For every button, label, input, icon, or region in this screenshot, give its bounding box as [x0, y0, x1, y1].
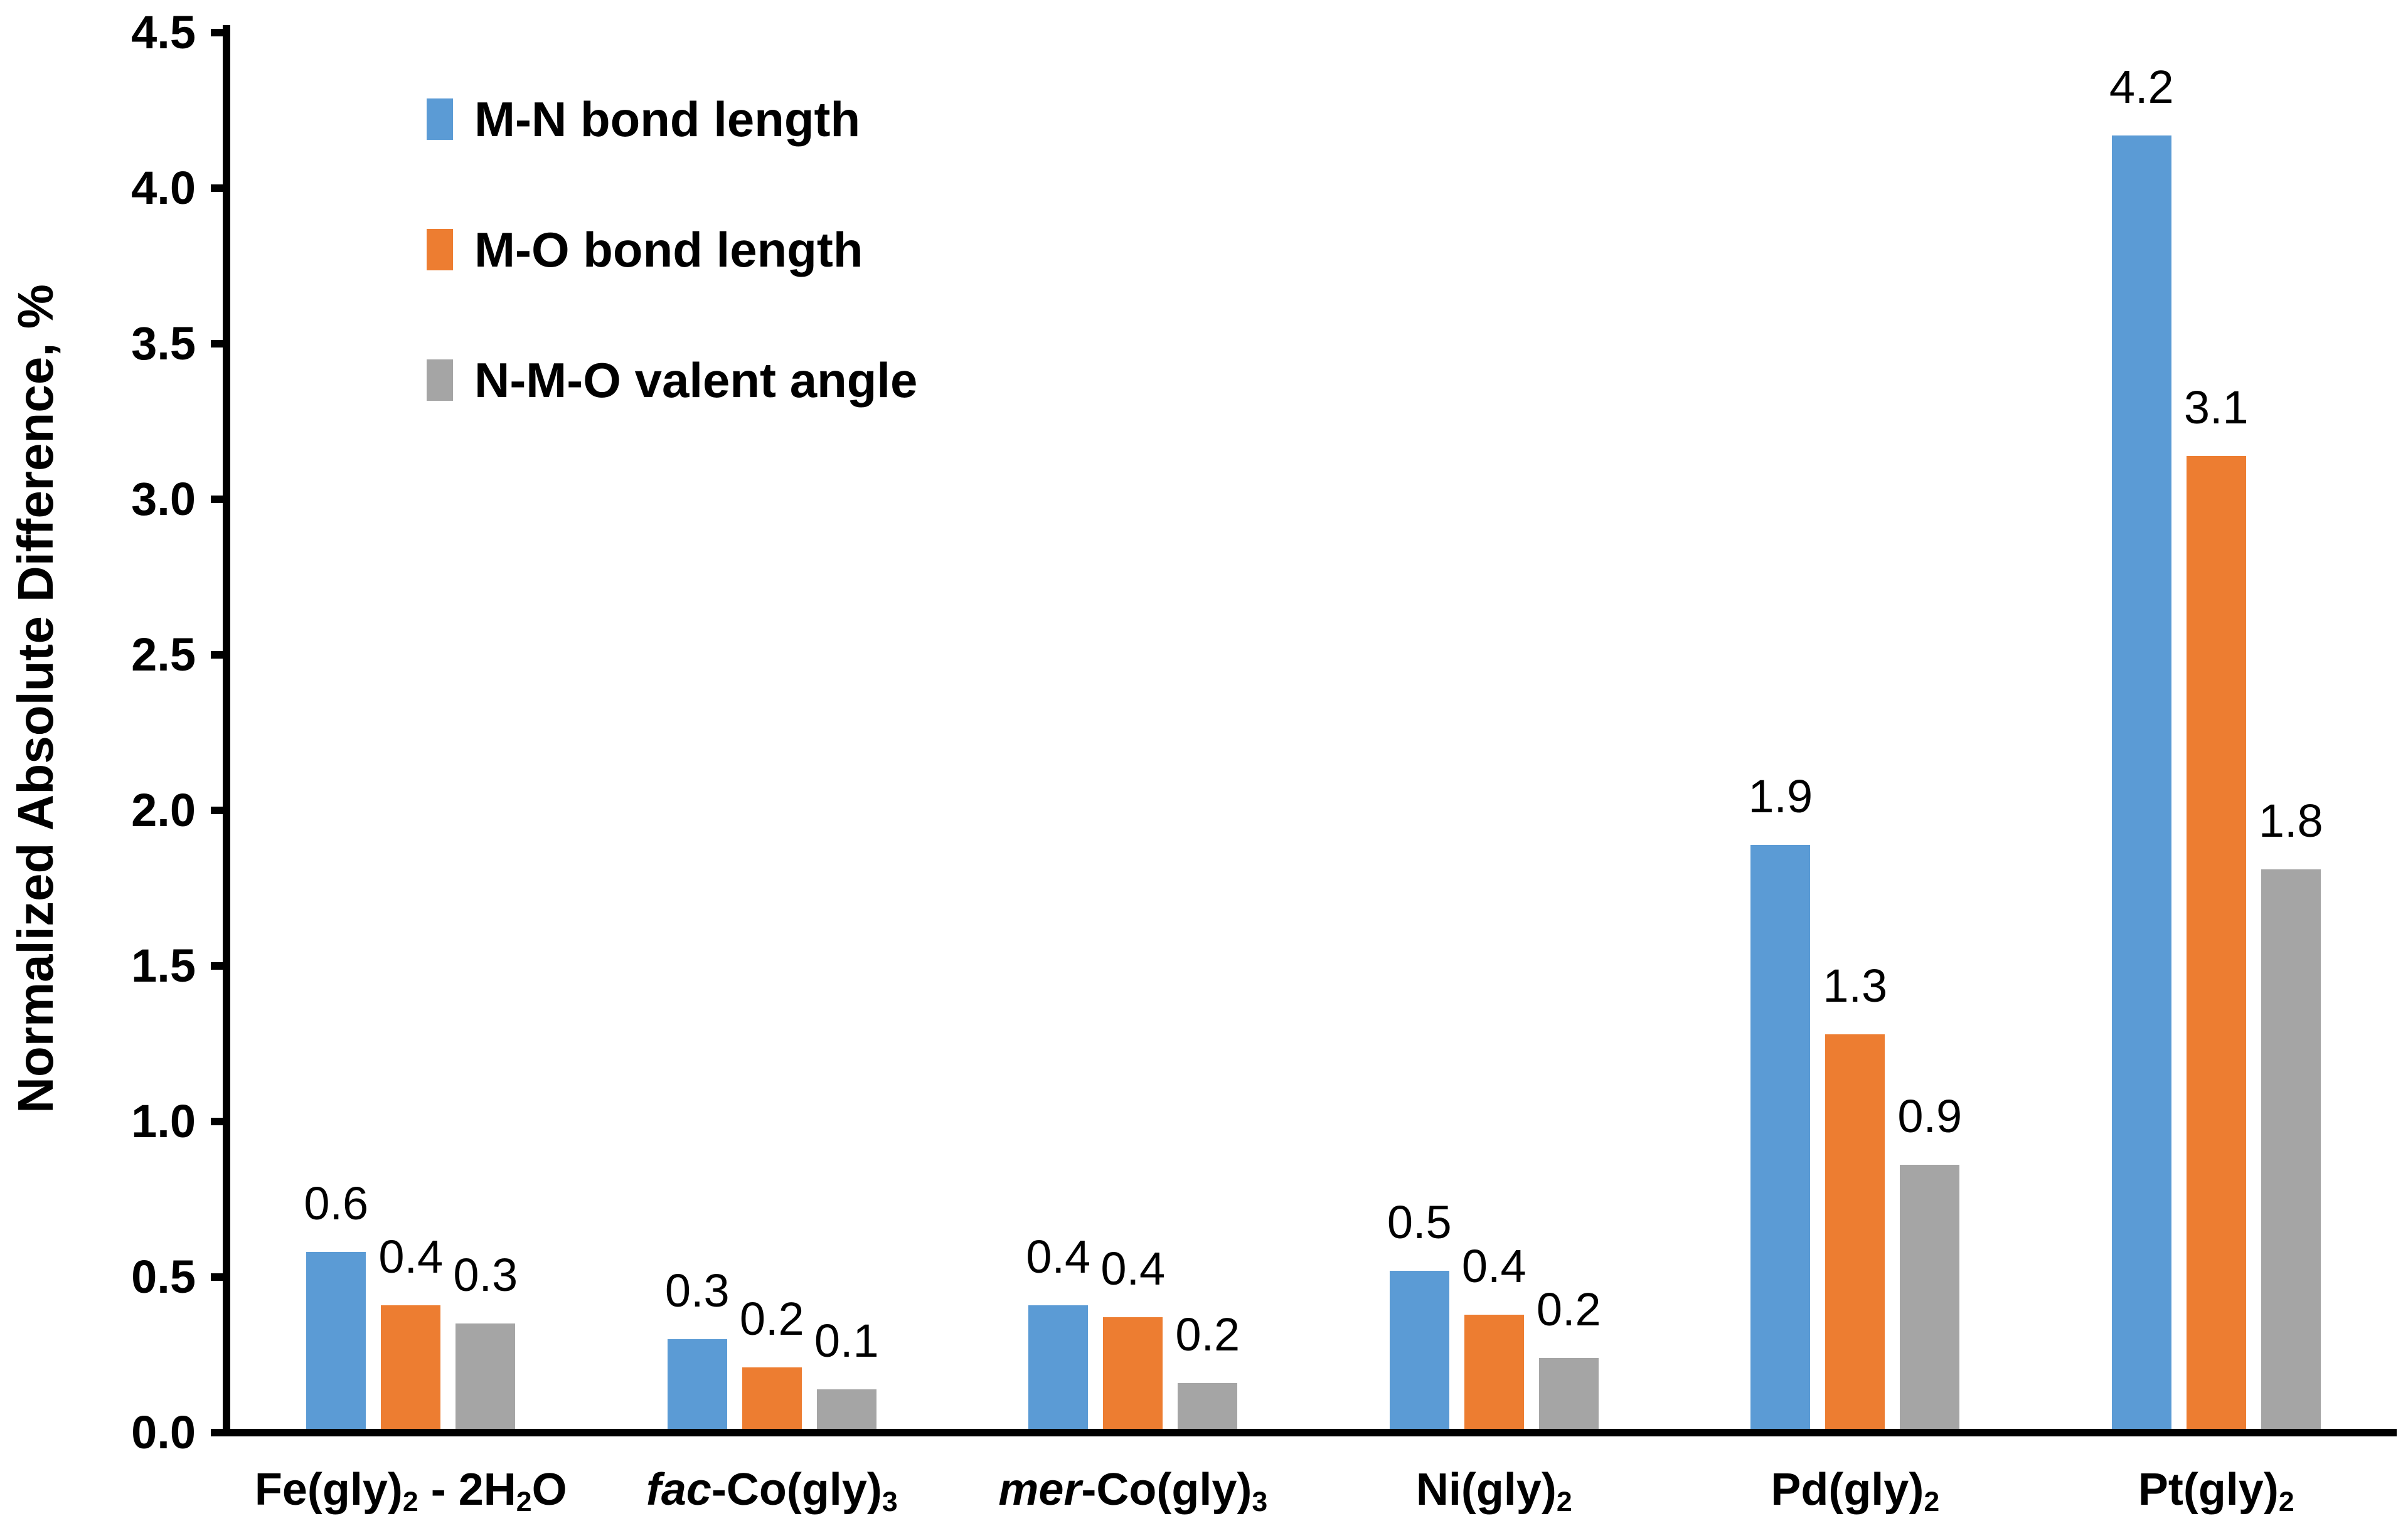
category-label: mer-Co(gly)3 — [998, 1464, 1268, 1517]
y-tick — [211, 496, 224, 503]
bar: 0.2 — [740, 1296, 804, 1433]
bar-group: 0.6 0.4 0.3 — [304, 1180, 518, 1433]
bar: 0.5 — [1387, 1199, 1452, 1433]
category-label-run: -Co(gly) — [711, 1465, 882, 1515]
category-label: Fe(gly)2 - 2H2O — [254, 1464, 567, 1517]
category-label: fac-Co(gly)3 — [646, 1464, 898, 1517]
bar-group: 1.9 1.3 0.9 — [1748, 773, 1962, 1433]
bar-value-label: 1.3 — [1823, 960, 1888, 1012]
category-label-run: 2 — [2278, 1486, 2294, 1517]
bar-group: 4.2 3.1 1.8 — [2109, 64, 2323, 1433]
bar: 3.1 — [2184, 384, 2249, 1433]
bar: 0.4 — [378, 1234, 443, 1433]
bar-value-label: 0.3 — [453, 1249, 518, 1301]
y-tick-label: 3.5 — [131, 317, 196, 369]
bar-value-label: 1.8 — [2258, 795, 2323, 847]
bar-group: 0.4 0.4 0.2 — [1026, 1234, 1240, 1433]
bar: 0.4 — [1462, 1243, 1526, 1433]
y-tick — [211, 1118, 224, 1125]
legend-swatch — [427, 98, 453, 140]
bar-value-label: 0.6 — [304, 1177, 369, 1229]
bar: 4.2 — [2109, 64, 2174, 1433]
legend-swatch — [427, 359, 453, 401]
bar: 0.6 — [304, 1180, 368, 1433]
category-label-run: Pt(gly) — [2138, 1465, 2279, 1515]
y-tick — [211, 1273, 224, 1281]
category-label-run: Pd(gly) — [1771, 1465, 1924, 1515]
legend-label: M-O bond length — [474, 222, 863, 277]
bar-group: 0.5 0.4 0.2 — [1387, 1199, 1601, 1433]
legend-swatch — [427, 229, 453, 270]
y-tick — [211, 1429, 224, 1436]
x-axis-line — [223, 1429, 2397, 1436]
bar-value-label: 0.3 — [664, 1265, 730, 1317]
bar-value-label: 0.4 — [1100, 1243, 1166, 1295]
bar-value-label: 0.4 — [1461, 1240, 1526, 1292]
category-label-run: 2 — [516, 1486, 532, 1517]
category-label-run: 3 — [882, 1486, 898, 1517]
legend-label: M-N bond length — [474, 92, 861, 147]
category-label-run: O — [531, 1465, 567, 1515]
category-label-run: -Co(gly) — [1081, 1465, 1252, 1515]
bar: 1.8 — [2259, 798, 2323, 1433]
legend: M-N bond length M-O bond length N-M-O vale… — [427, 94, 917, 405]
bar-value-label: 4.2 — [2109, 61, 2174, 113]
y-tick — [211, 184, 224, 192]
category-label-run: mer — [998, 1465, 1082, 1515]
bar-value-label: 0.5 — [1387, 1196, 1452, 1248]
bar: 0.3 — [453, 1252, 518, 1433]
bar-value-label: 0.2 — [739, 1293, 804, 1345]
bar: 1.3 — [1823, 963, 1887, 1433]
bar: 0.9 — [1897, 1093, 1962, 1433]
bar: 0.4 — [1026, 1234, 1090, 1433]
category-label-run: 3 — [1252, 1486, 1268, 1517]
category-label: Ni(gly)2 — [1415, 1464, 1572, 1517]
y-tick-label: 1.5 — [131, 940, 196, 992]
category-label-run: fac — [646, 1465, 711, 1515]
bar: 0.1 — [814, 1318, 879, 1433]
bar: 1.9 — [1748, 773, 1813, 1433]
category-label: Pt(gly)2 — [2138, 1464, 2294, 1517]
category-label-run: 2 — [1924, 1486, 1940, 1517]
legend-item: M-O bond length — [427, 225, 917, 275]
category-label-run: 2 — [1556, 1486, 1572, 1517]
bar-value-label: 3.1 — [2183, 381, 2249, 433]
category-label-run: Ni(gly) — [1415, 1465, 1557, 1515]
bar-value-label: 0.1 — [814, 1315, 879, 1367]
bar: 0.2 — [1537, 1286, 1601, 1433]
bar-value-label: 0.9 — [1897, 1090, 1963, 1142]
y-tick-label: 3.0 — [131, 473, 196, 525]
bar: 0.4 — [1100, 1246, 1165, 1433]
y-tick-label: 2.5 — [131, 628, 196, 681]
legend-item: M-N bond length — [427, 94, 917, 144]
y-tick — [211, 29, 224, 36]
bar-value-label: 0.4 — [378, 1231, 444, 1283]
category-label-run: Fe(gly) — [254, 1465, 403, 1515]
y-tick — [211, 962, 224, 970]
y-tick-label: 0.5 — [131, 1251, 196, 1303]
bar-value-label: 0.2 — [1536, 1283, 1601, 1335]
y-axis-line — [223, 25, 230, 1436]
y-tick-label: 4.0 — [131, 162, 196, 214]
y-tick-label: 2.0 — [131, 784, 196, 836]
category-label-run: - 2H — [418, 1465, 516, 1515]
y-tick-label: 4.5 — [131, 6, 196, 58]
bar-value-label: 1.9 — [1748, 770, 1813, 822]
bar-value-label: 0.4 — [1026, 1231, 1091, 1283]
legend-item: N-M-O valent angle — [427, 355, 917, 405]
category-label: Pd(gly)2 — [1771, 1464, 1940, 1517]
y-tick — [211, 807, 224, 814]
bar-value-label: 0.2 — [1175, 1308, 1240, 1360]
bar: 0.3 — [665, 1268, 730, 1433]
bar: 0.2 — [1175, 1312, 1240, 1433]
bar-group: 0.3 0.2 0.1 — [665, 1268, 879, 1433]
y-tick-label: 0.0 — [131, 1406, 196, 1458]
legend-label: N-M-O valent angle — [474, 353, 918, 408]
y-tick-label: 1.0 — [131, 1095, 196, 1147]
category-label-run: 2 — [402, 1486, 418, 1517]
y-tick — [211, 651, 224, 659]
y-tick — [211, 340, 224, 347]
